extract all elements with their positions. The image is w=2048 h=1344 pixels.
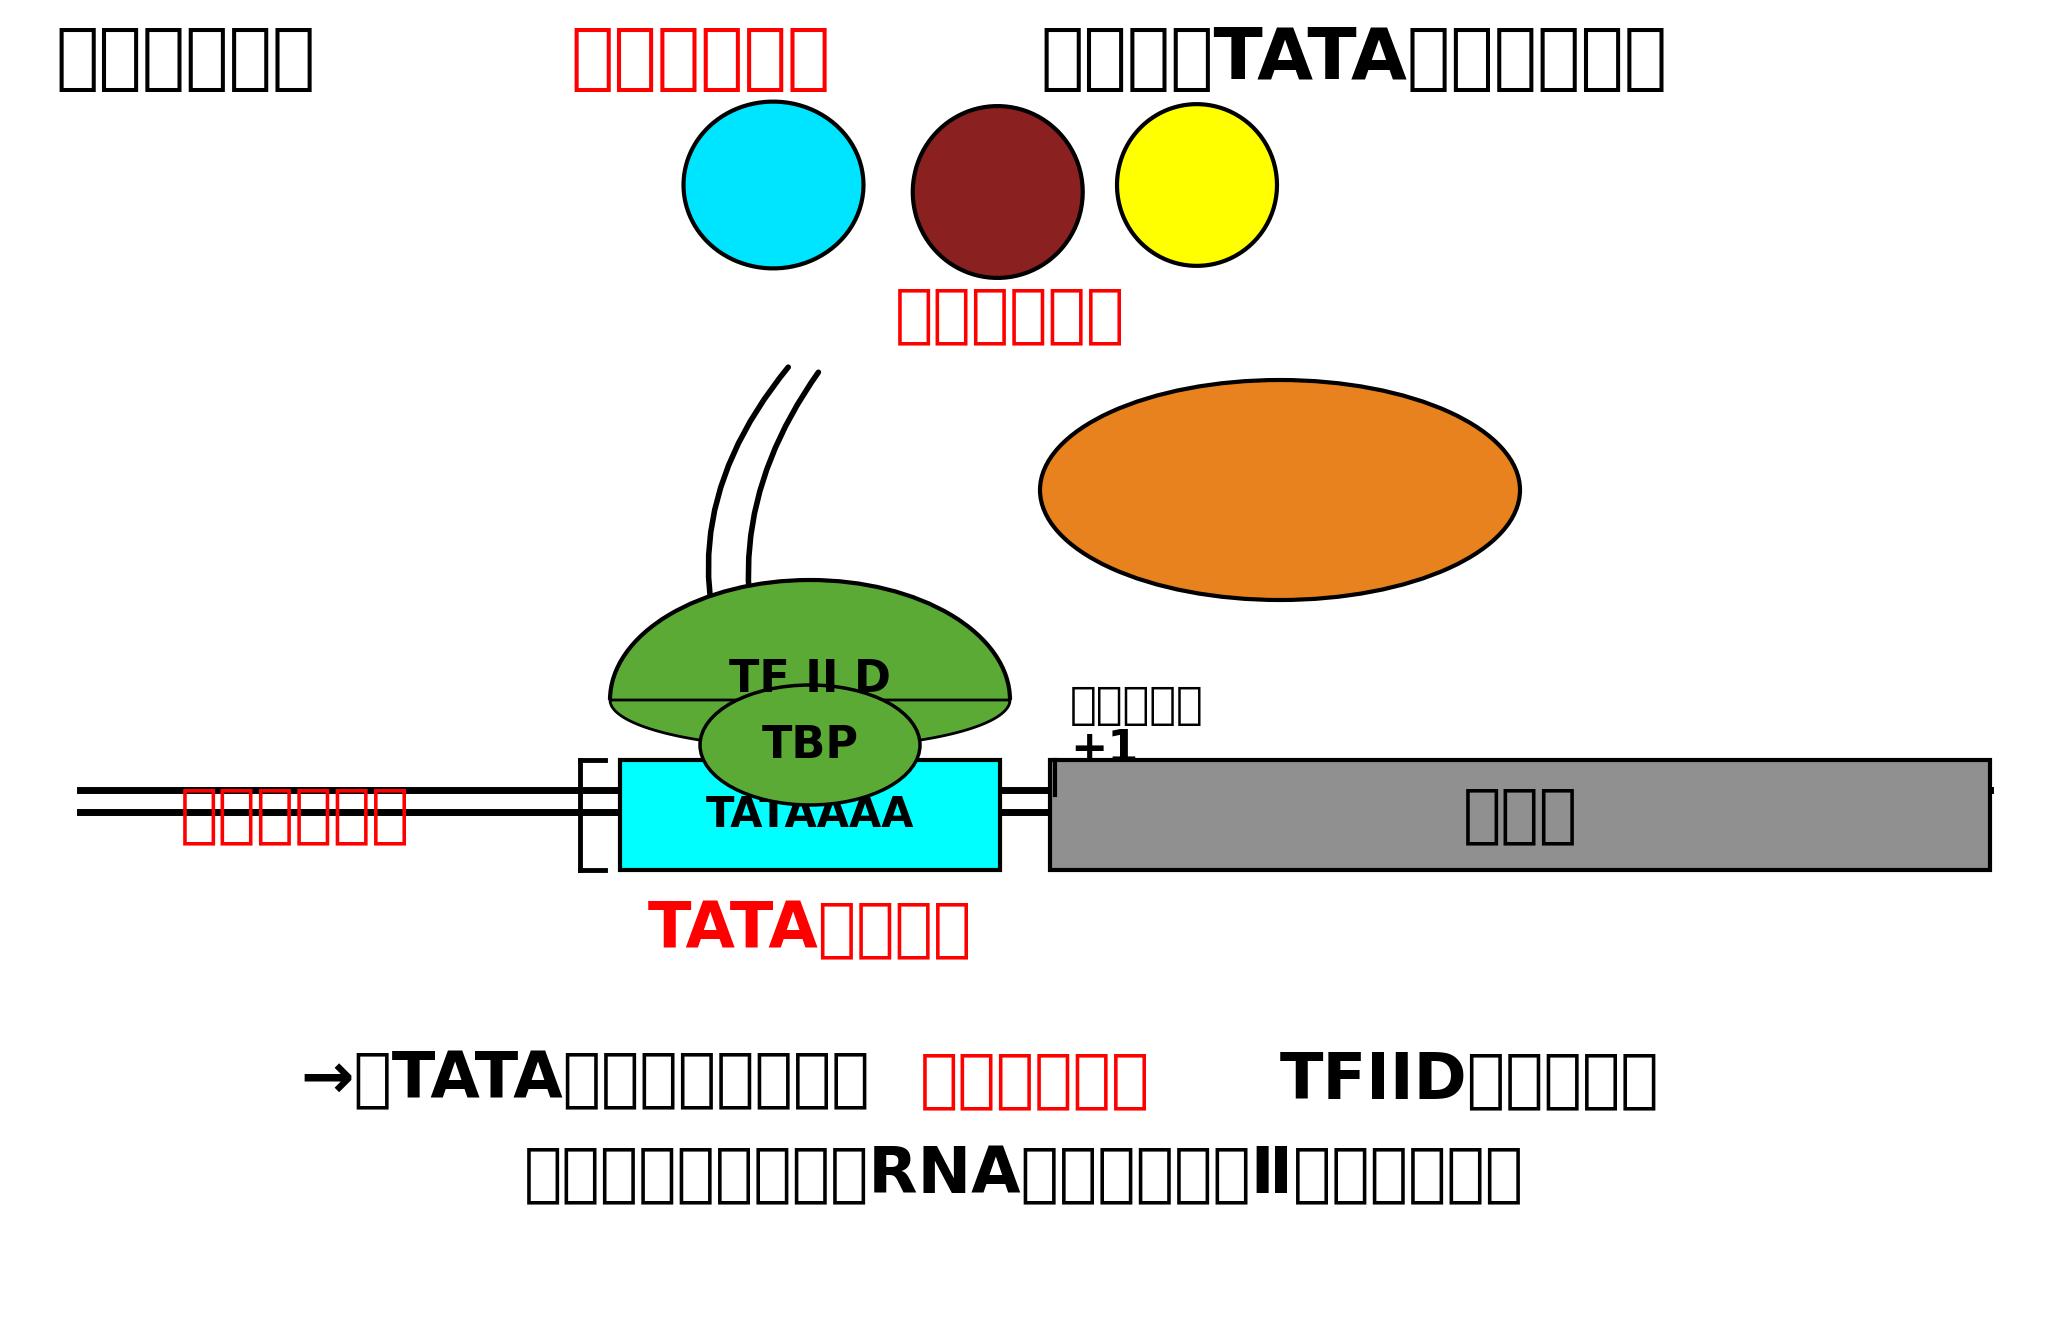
- Text: プロモーター: プロモーター: [569, 26, 829, 94]
- Text: →「TATAボックス」には、: →「TATAボックス」には、: [299, 1050, 870, 1111]
- Polygon shape: [610, 700, 1010, 749]
- Bar: [621, 759, 999, 870]
- Polygon shape: [1116, 105, 1278, 266]
- Ellipse shape: [1040, 380, 1520, 599]
- Text: 転写開始点: 転写開始点: [1069, 684, 1204, 727]
- Text: TF II D: TF II D: [729, 659, 891, 702]
- Polygon shape: [684, 102, 864, 269]
- Text: 遺伝子: 遺伝子: [1462, 784, 1577, 845]
- Polygon shape: [913, 106, 1083, 278]
- Text: 基本転写因子: 基本転写因子: [895, 284, 1124, 345]
- Text: 基本転写因子: 基本転写因子: [180, 784, 410, 845]
- Ellipse shape: [610, 581, 1010, 820]
- Text: ＜真核生物の: ＜真核生物の: [55, 26, 315, 94]
- Text: TATAボックス: TATAボックス: [647, 899, 973, 961]
- Text: 基本転写因子: 基本転写因子: [920, 1050, 1151, 1111]
- Ellipse shape: [700, 685, 920, 805]
- Text: RNAポリメラーゼⅡ: RNAポリメラーゼⅡ: [1067, 460, 1493, 521]
- Text: TBP: TBP: [762, 723, 858, 766]
- Text: 他の基本転写因子やRNAポリメラーゼⅡを呼び寄せる: 他の基本転写因子やRNAポリメラーゼⅡを呼び寄せる: [524, 1144, 1524, 1206]
- Text: ＞・・・TATAボックスあり: ＞・・・TATAボックスあり: [1040, 26, 1667, 94]
- Text: TATAAAA: TATAAAA: [707, 794, 913, 836]
- Text: TFIIDが結合し、: TFIIDが結合し、: [1280, 1050, 1659, 1111]
- Bar: [1051, 759, 1991, 870]
- Text: +1: +1: [1069, 728, 1139, 771]
